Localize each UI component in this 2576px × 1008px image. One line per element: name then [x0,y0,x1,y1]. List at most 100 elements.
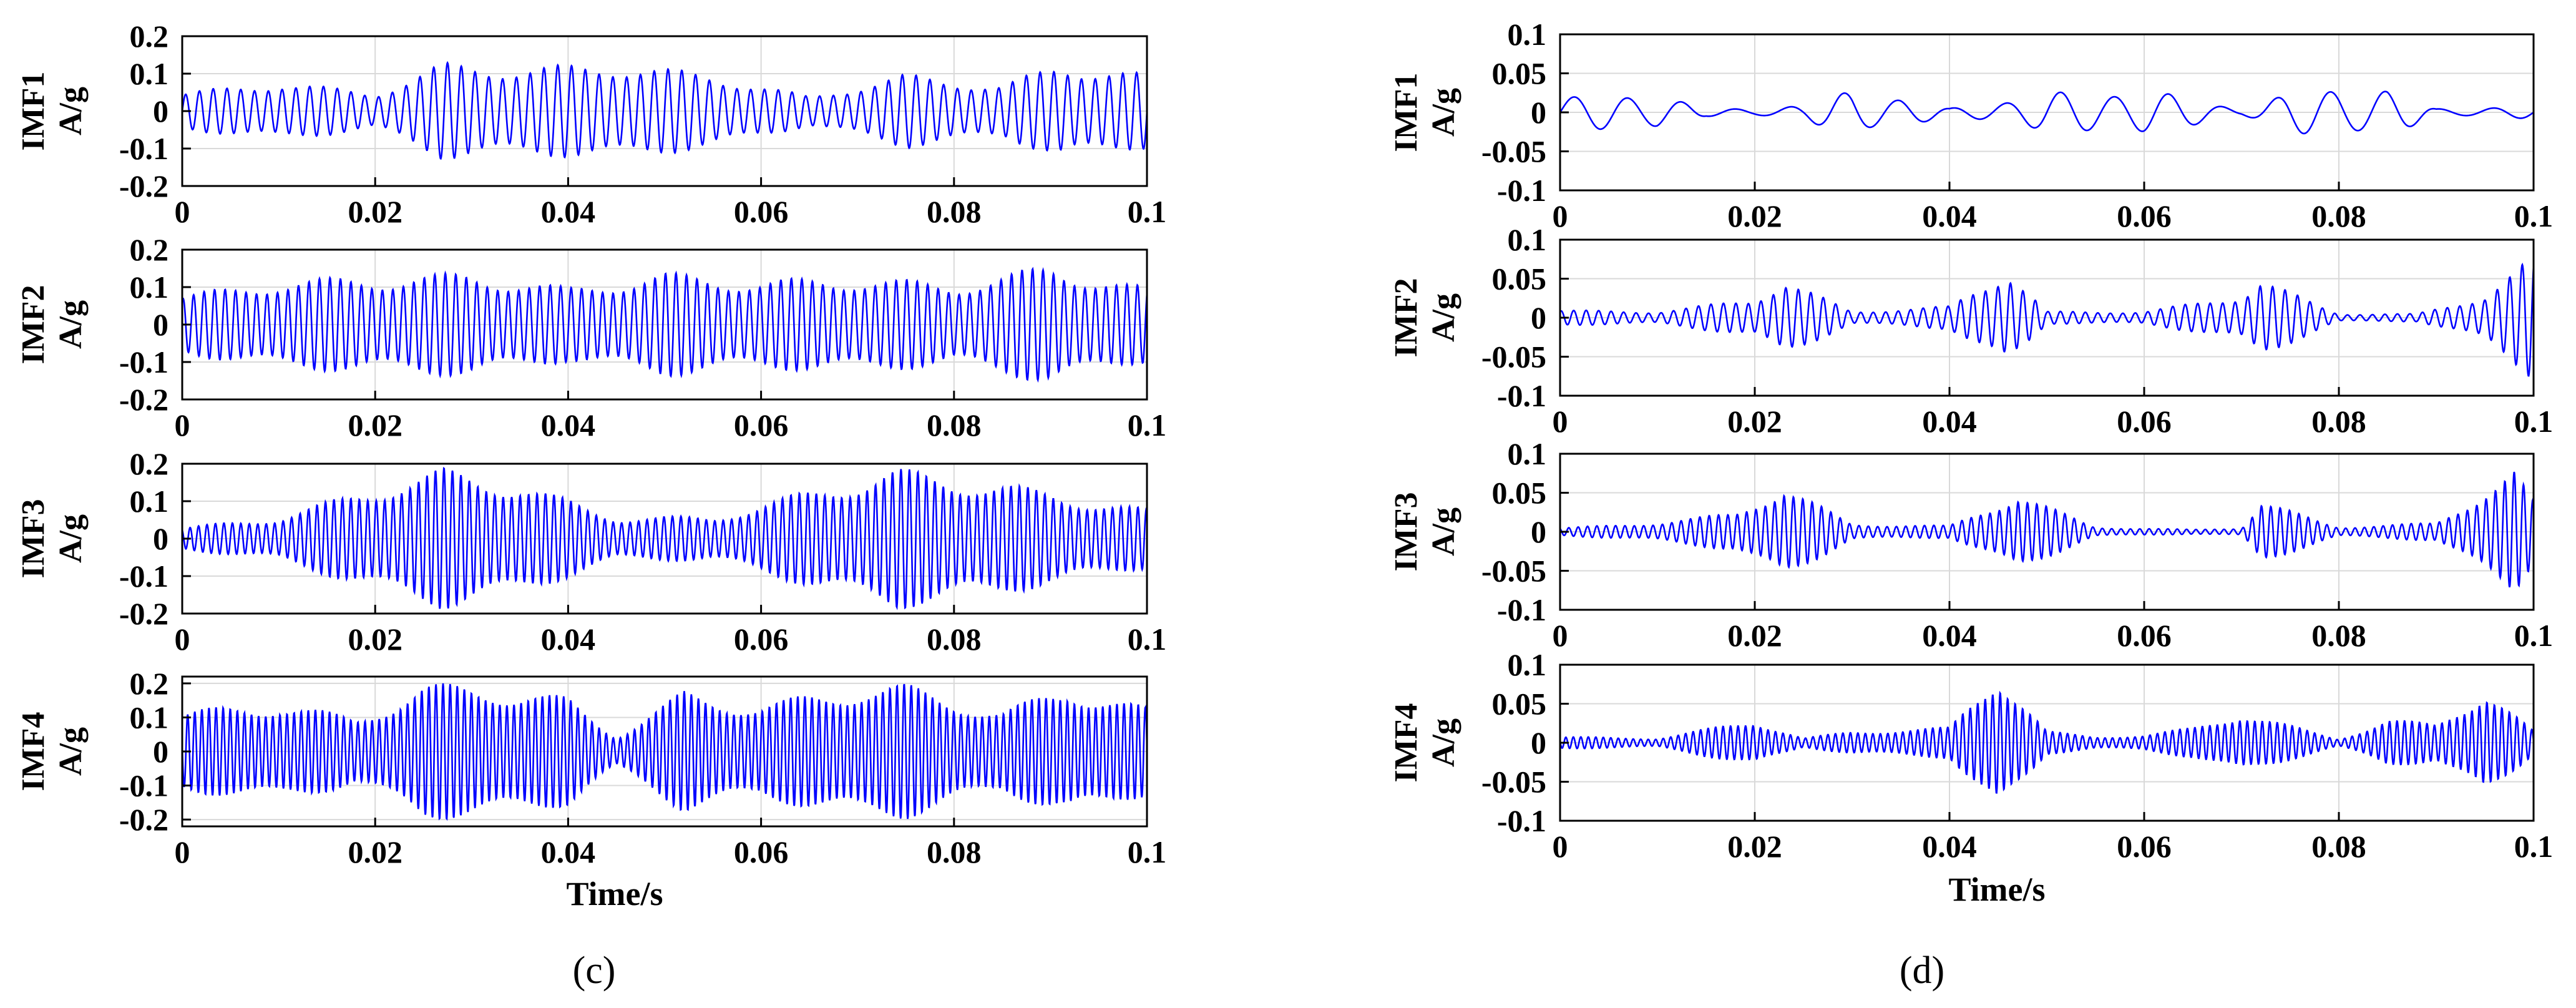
y-axis-label-unit: A/g [53,727,89,776]
x-tick-label: 0 [1553,198,1568,233]
x-tick-label: 0.1 [1128,834,1167,869]
y-axis-label-unit: A/g [53,300,89,349]
x-tick-label: 0.1 [1128,622,1167,657]
y-axis-label-unit: A/g [1426,293,1461,342]
signal-line [181,683,1148,821]
y-tick-label: -0.2 [119,382,168,417]
y-tick-label: 0.1 [1508,436,1547,471]
y-axis-label-imf: IMF4 [16,712,51,791]
y-axis-label-unit: A/g [1426,718,1461,767]
x-tick-label: 0.08 [927,408,982,443]
x-tick-label: 0.1 [1128,194,1167,229]
x-tick-label: 0.04 [1922,618,1977,653]
x-tick-label: 0.1 [2514,829,2554,864]
y-tick-label: 0.05 [1492,476,1547,511]
y-axis-label-imf: IMF4 [1388,703,1424,782]
y-axis-label-unit: A/g [53,87,89,135]
y-axis-label-unit: A/g [1426,88,1461,137]
x-tick-label: 0.02 [348,834,402,869]
y-axis-label-imf: IMF3 [16,499,51,578]
x-tick-label: 0.08 [2311,618,2366,653]
y-tick-label: 0 [153,734,168,769]
x-tick-label: 0.08 [2311,404,2366,439]
signal-line [181,61,1148,160]
y-axis-label-imf: IMF2 [16,285,51,364]
x-tick-label: 0.04 [1922,404,1977,439]
signal-line [181,267,1148,383]
x-tick-label: 0.08 [927,834,982,869]
x-tick-label: 0.06 [734,194,789,229]
x-tick-label: 0.02 [348,194,402,229]
y-tick-label: 0 [1531,725,1546,760]
x-tick-label: 0.04 [541,622,596,657]
x-tick-label: 0.04 [541,834,596,869]
y-tick-label: 0.05 [1492,262,1547,296]
x-tick-label: 0.04 [1922,198,1977,233]
y-tick-label: 0.1 [130,270,169,305]
x-tick-label: 0 [175,622,190,657]
x-axis-title: Time/s [566,875,663,913]
y-tick-label: 0.1 [1508,17,1547,52]
y-tick-label: 0 [153,521,168,556]
panel-caption: (d) [1900,949,1944,992]
x-tick-label: 0.1 [1128,408,1167,443]
y-tick-label: -0.1 [119,345,168,379]
signal-line [1559,690,2535,794]
x-tick-label: 0.1 [2514,618,2554,653]
x-tick-label: 0.06 [734,834,789,869]
x-tick-label: 0.06 [2117,404,2172,439]
x-tick-label: 0 [1553,618,1568,653]
x-tick-label: 0.04 [1922,829,1977,864]
y-tick-label: 0.1 [130,56,169,91]
x-tick-label: 0.08 [927,622,982,657]
y-tick-label: 0 [153,94,168,129]
y-tick-label: -0.2 [119,802,168,837]
x-tick-label: 0 [175,834,190,869]
y-tick-label: 0 [153,307,168,342]
x-tick-label: 0.04 [541,408,596,443]
y-axis-label-unit: A/g [1426,507,1461,556]
y-axis-label-imf: IMF1 [16,71,51,150]
x-tick-label: 0 [1553,404,1568,439]
x-tick-label: 0.08 [2311,829,2366,864]
x-tick-label: 0.02 [348,408,402,443]
y-tick-label: -0.2 [119,596,168,631]
x-axis-title: Time/s [1948,871,2045,908]
y-tick-label: -0.1 [119,131,168,166]
y-axis-label-imf: IMF2 [1388,278,1424,357]
y-tick-label: 0 [1531,514,1546,549]
y-tick-label: 0.05 [1492,687,1547,722]
x-tick-label: 0 [175,408,190,443]
x-tick-label: 0 [1553,829,1568,864]
x-tick-label: 0.02 [1727,618,1782,653]
signal-line [1559,262,2535,377]
y-axis-label-imf: IMF3 [1388,492,1424,571]
y-tick-label: -0.05 [1481,340,1546,374]
y-tick-label: -0.05 [1481,765,1546,800]
y-tick-label: 0 [1531,300,1546,335]
x-tick-label: 0.02 [1727,829,1782,864]
y-tick-label: -0.05 [1481,554,1546,589]
panel-caption: (c) [573,949,616,992]
y-tick-label: 0.2 [130,19,169,54]
x-tick-label: 0.06 [2117,829,2172,864]
y-tick-label: 0.1 [1508,647,1547,682]
x-tick-label: 0.08 [927,194,982,229]
y-tick-label: -0.05 [1481,134,1546,169]
y-tick-label: 0.2 [130,666,169,701]
x-tick-label: 0.02 [1727,198,1782,233]
y-tick-label: 0.1 [1508,222,1547,257]
x-tick-label: 0.1 [2514,404,2554,439]
y-tick-label: 0.2 [130,232,169,267]
x-tick-label: 0.06 [2117,198,2172,233]
y-tick-label: -0.2 [119,169,168,203]
y-tick-label: -0.1 [1497,592,1546,627]
x-tick-label: 0.02 [1727,404,1782,439]
y-tick-label: 0.1 [130,700,169,735]
x-tick-label: 0.06 [2117,618,2172,653]
y-tick-label: 0 [1531,95,1546,130]
x-tick-label: 0.02 [348,622,402,657]
x-tick-label: 0.04 [541,194,596,229]
y-tick-label: 0.1 [130,484,169,519]
